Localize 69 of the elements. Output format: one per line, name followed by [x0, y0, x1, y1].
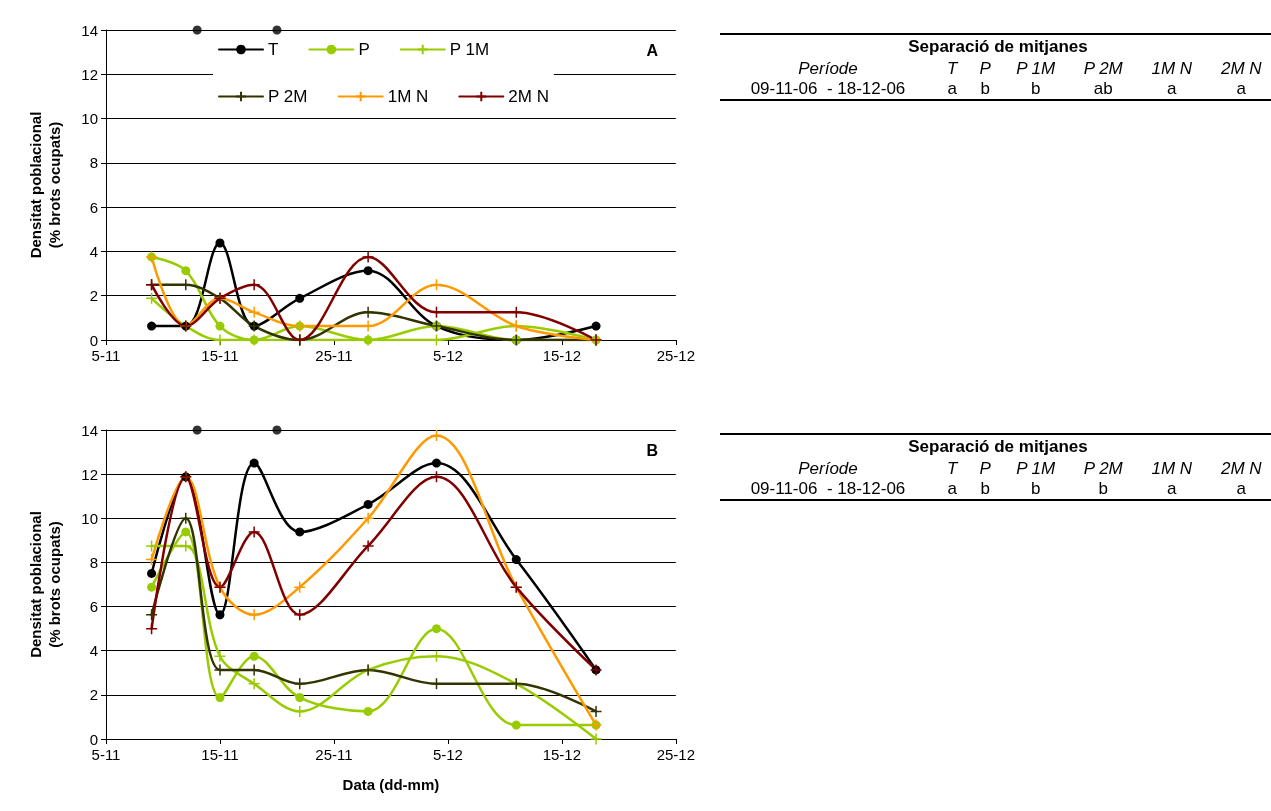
y-tick-label: 10 [81, 509, 98, 527]
legend-label: P 2M [268, 87, 308, 106]
category-label: Període [797, 59, 859, 79]
y-tick-label: 8 [89, 154, 98, 172]
category-label: T [946, 59, 960, 79]
category-label: P 1M [1015, 59, 1057, 79]
y-tick-label: 12 [81, 65, 98, 83]
text: a [947, 79, 957, 98]
y-tick-label: 14 [81, 421, 98, 439]
annotation: B [646, 441, 659, 459]
text: b [980, 79, 990, 98]
legend-label: 1M N [387, 87, 429, 106]
category-label: P 2M [1082, 459, 1124, 479]
text: 09-11-06 - 18-12-06 [750, 79, 906, 98]
category-label: 1M N [1150, 59, 1194, 79]
text: b [1030, 79, 1041, 98]
annotation: A [646, 41, 659, 59]
text: b [980, 479, 990, 498]
y-tick-label: 10 [81, 110, 98, 128]
text: 09-11-06 - 18-12-06 [750, 479, 906, 498]
text: b [1030, 479, 1041, 498]
y-tick-label: 14 [81, 21, 98, 39]
y-tick-label: 0 [89, 331, 98, 349]
y-tick-label: 4 [89, 242, 98, 260]
y-tick-label: 2 [89, 287, 98, 305]
y-tick-label: 4 [89, 642, 98, 660]
y-axis-title: Densitat poblacional (% brots ocupats) [27, 111, 63, 259]
x-tick-label: 25-11 [315, 746, 353, 763]
x-tick-label: 5-11 [91, 746, 121, 763]
text: a [1167, 79, 1177, 98]
legend-label: P [358, 40, 370, 59]
y-tick-label: 6 [89, 198, 98, 216]
category-label: Període [797, 459, 859, 479]
x-tick-label: 5-12 [432, 746, 463, 763]
x-tick-label: 25-12 [656, 347, 696, 364]
x-tick-label: 15-12 [542, 347, 582, 364]
category-label: 2M N [1219, 459, 1263, 479]
text: Separació de mitjanes [907, 36, 1089, 58]
category-label: T [946, 459, 960, 479]
x-tick-label: 25-12 [656, 746, 696, 763]
category-label: P [978, 59, 992, 79]
y-tick-label: 2 [89, 686, 98, 704]
legend-label: P 1M [449, 40, 490, 59]
text: a [1167, 479, 1177, 498]
x-tick-label: 25-11 [315, 347, 353, 364]
text: a [1236, 79, 1246, 98]
y-tick-label: 12 [81, 465, 98, 483]
legend-label: 2M N [508, 87, 549, 106]
legend-label: T [268, 40, 279, 59]
category-label: 2M N [1219, 59, 1263, 79]
text: Separació de mitjanes [907, 436, 1089, 458]
x-tick-label: 15-11 [201, 347, 239, 364]
text: a [947, 479, 957, 498]
x-tick-label: 5-11 [91, 347, 121, 364]
x-tick-label: 15-12 [542, 746, 582, 763]
y-tick-label: 6 [89, 598, 98, 616]
y-axis-title: Densitat poblacional (% brots ocupats) [27, 511, 63, 658]
x-tick-label: 5-12 [432, 347, 463, 364]
x-axis-title: Data (dd-mm) [342, 776, 440, 793]
y-tick-label: 0 [89, 730, 98, 748]
text: a [1236, 479, 1246, 498]
category-label: 1M N [1150, 459, 1194, 479]
text: ab [1093, 79, 1113, 98]
y-tick-label: 8 [89, 553, 98, 571]
category-label: P 2M [1082, 59, 1124, 79]
category-label: P 1M [1015, 459, 1057, 479]
text: b [1098, 479, 1108, 498]
x-tick-label: 15-11 [201, 746, 239, 763]
category-label: P [978, 459, 992, 479]
